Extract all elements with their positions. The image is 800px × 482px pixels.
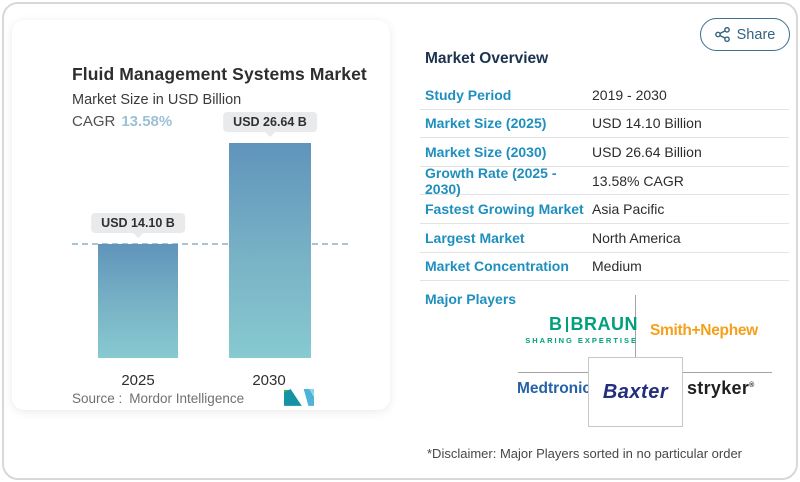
overview-table: Study Period 2019 - 2030 Market Size (20… [420, 81, 789, 282]
mordor-intelligence-logo-icon [284, 387, 314, 411]
bar-2030 [229, 143, 311, 358]
bbraun-logo: B BRAUN SHARING EXPERTISE [508, 314, 638, 345]
row-value: Medium [592, 258, 642, 275]
table-row-study-period: Study Period 2019 - 2030 [420, 81, 789, 110]
major-players-label: Major Players [425, 291, 517, 307]
chart-cagr: CAGR 13.58% [72, 113, 172, 130]
row-value: Asia Pacific [592, 201, 665, 218]
table-row-market-concentration: Market Concentration Medium [420, 253, 789, 282]
cagr-label: CAGR [72, 113, 116, 130]
bbraun-logo-divider [565, 317, 568, 332]
row-label: Growth Rate (2025 - 2030) [425, 164, 557, 197]
market-chart-card: Fluid Management Systems Market Market S… [12, 20, 390, 410]
baxter-logo-box: Baxter [588, 357, 683, 427]
row-value: 2019 - 2030 [592, 86, 667, 103]
bbraun-logo-tagline: SHARING EXPERTISE [525, 336, 638, 345]
chart-subtitle: Market Size in USD Billion [72, 92, 242, 108]
baxter-logo: Baxter [602, 380, 669, 403]
row-value: USD 14.10 Billion [592, 115, 702, 132]
logo-grid-vertical-divider [635, 295, 636, 358]
row-label: Market Concentration [425, 258, 569, 275]
bar-chart-plot: USD 14.10 B USD 26.64 B [72, 112, 358, 358]
bbraun-logo-name: BRAUN [570, 314, 638, 334]
bbraun-logo-b: B [549, 314, 563, 334]
share-button[interactable]: Share [700, 18, 790, 51]
table-row-fastest-growing-market: Fastest Growing Market Asia Pacific [420, 195, 789, 224]
chart-title: Fluid Management Systems Market [72, 64, 367, 84]
medtronic-logo: Medtronic [517, 380, 592, 397]
source-value: Mordor Intelligence [129, 391, 245, 406]
share-button-label: Share [736, 26, 776, 43]
bar-value-label-2025: USD 14.10 B [91, 213, 185, 238]
row-label: Market Size (2030) [425, 143, 547, 160]
bar-2025 [98, 244, 178, 358]
row-label: Study Period [425, 86, 512, 103]
stryker-logo-text: stryker [687, 378, 750, 398]
stryker-registered-mark: ® [749, 382, 755, 389]
smith-nephew-logo: Smith+Nephew [650, 322, 758, 339]
major-players-disclaimer: *Disclaimer: Major Players sorted in no … [427, 446, 743, 461]
table-row-market-size-2030: Market Size (2030) USD 26.64 Billion [420, 138, 789, 167]
x-axis-label-2030: 2030 [252, 372, 286, 389]
table-row-growth-rate: Growth Rate (2025 - 2030) 13.58% CAGR [420, 164, 789, 197]
row-label: Market Size (2025) [425, 115, 547, 132]
reference-dashed-line [72, 243, 348, 245]
bar-value-label-2030: USD 26.64 B [223, 112, 317, 137]
row-label: Largest Market [425, 229, 525, 246]
overview-title: Market Overview [425, 50, 549, 67]
cagr-value: 13.58% [121, 113, 173, 130]
table-row-largest-market: Largest Market North America [420, 224, 789, 253]
row-value: 13.58% CAGR [592, 172, 684, 189]
share-icon [714, 27, 730, 42]
table-row-market-size-2025: Market Size (2025) USD 14.10 Billion [420, 110, 789, 139]
x-axis-label-2025: 2025 [121, 372, 155, 389]
stryker-logo: stryker® [687, 378, 755, 399]
source-attribution: Source : Mordor Intelligence [72, 391, 244, 406]
row-label: Fastest Growing Market [425, 201, 584, 218]
row-value: North America [592, 229, 681, 246]
row-value: USD 26.64 Billion [592, 143, 702, 160]
source-label: Source : [72, 391, 123, 406]
